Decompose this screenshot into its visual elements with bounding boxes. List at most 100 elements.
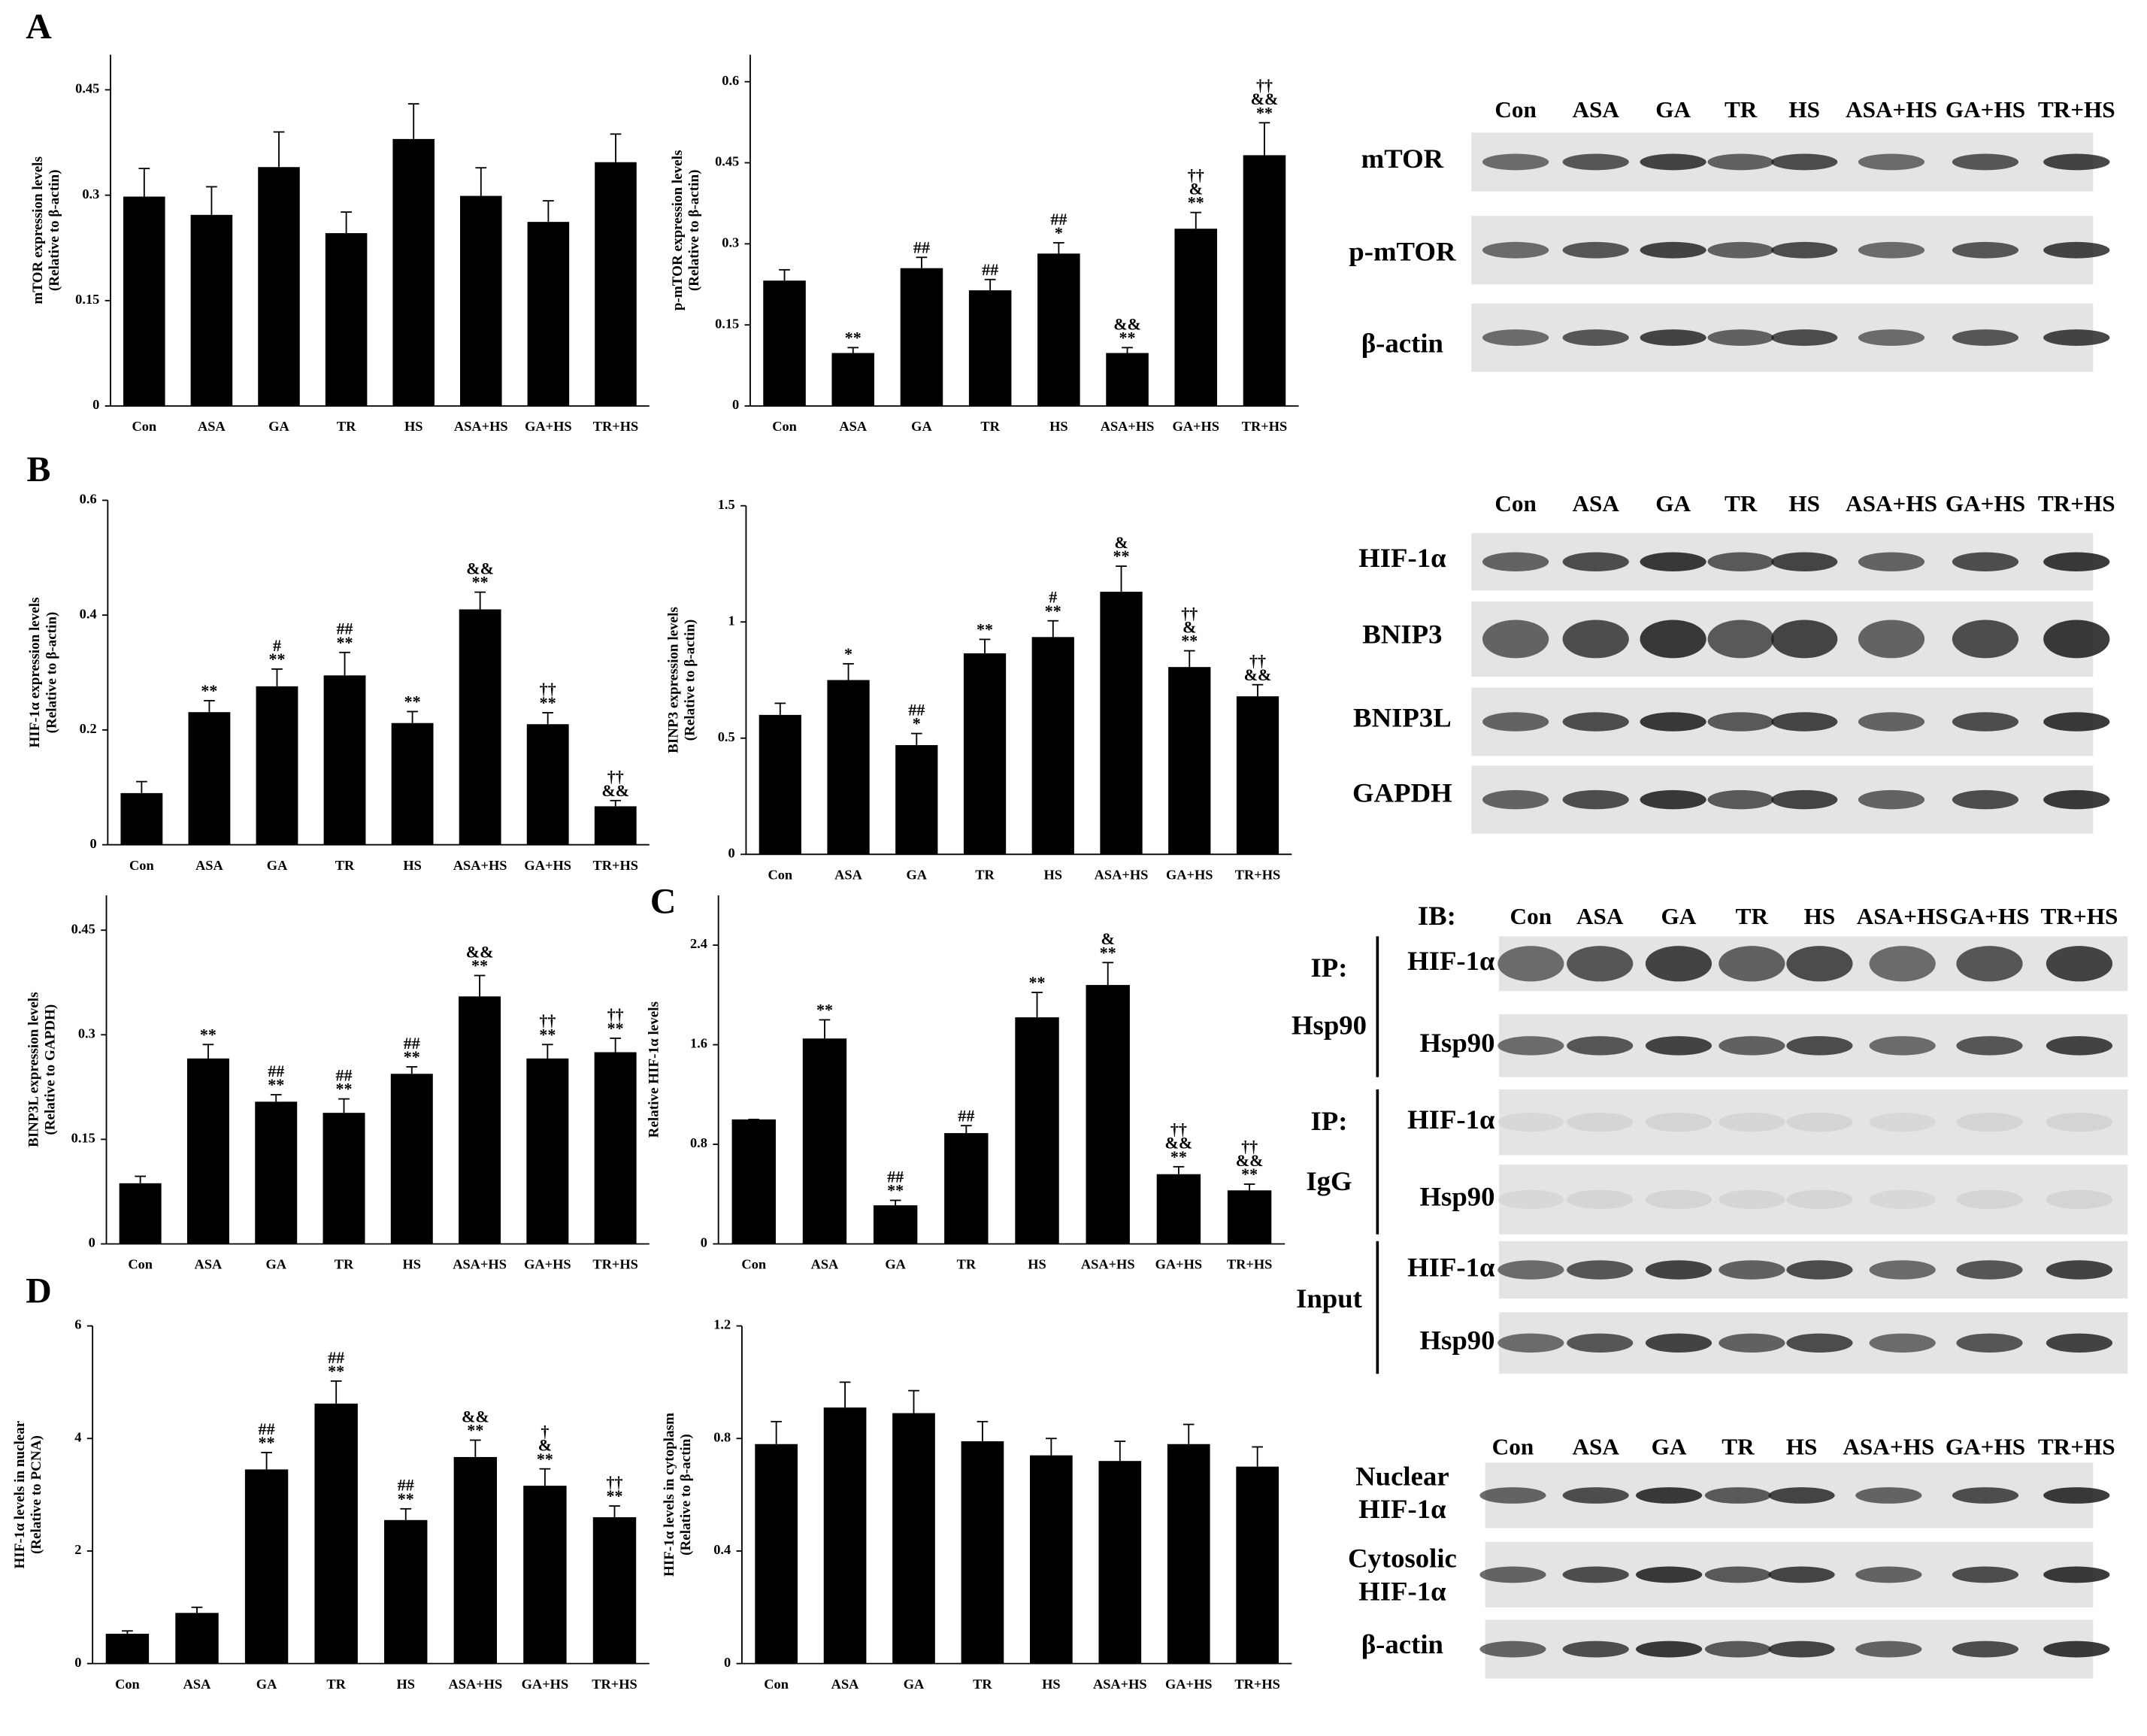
blot-band	[2046, 1112, 2113, 1132]
significance-mark: &&	[601, 781, 629, 800]
panel-label: A	[26, 8, 52, 47]
bar	[1243, 155, 1286, 406]
y-tick-label: 1.2	[713, 1317, 731, 1332]
x-tick-label: ASA+HS	[453, 858, 507, 873]
bar	[1030, 1455, 1073, 1664]
blot-band	[1786, 1333, 1853, 1353]
x-tick-label: TR+HS	[593, 419, 638, 434]
y-tick-label: 1	[728, 613, 735, 628]
significance-mark: **	[467, 1421, 483, 1440]
blot-band	[1858, 329, 1925, 346]
y-axis-label: (Relative to β-actin)	[47, 170, 62, 292]
blot-band	[1567, 1112, 1634, 1132]
lane-label: ASA	[1572, 96, 1619, 123]
x-tick-label: ASA+HS	[1101, 419, 1155, 434]
lane-label: GA	[1655, 490, 1691, 517]
blot-band	[1869, 1189, 1936, 1210]
lane-label: HS	[1788, 96, 1820, 123]
y-tick-label: 2.4	[690, 936, 707, 951]
x-tick-label: GA	[267, 858, 288, 873]
bar	[731, 1119, 776, 1244]
lane-label: TR+HS	[2038, 1433, 2115, 1459]
y-axis-label: (Relative to GAPDH)	[42, 1004, 58, 1135]
bar	[244, 1469, 289, 1664]
bar	[1031, 637, 1074, 855]
y-axis-label: HIF-1α levels in cytoplasm	[662, 1413, 677, 1577]
blot-band	[1768, 1641, 1835, 1658]
y-tick-label: 1.5	[718, 497, 735, 512]
blot-band	[1562, 552, 1629, 571]
significance-mark: ††	[1170, 1120, 1187, 1139]
x-tick-label: TR+HS	[1234, 1677, 1279, 1692]
x-tick-label: ASA+HS	[1093, 1677, 1147, 1692]
blot-band	[1482, 153, 1549, 171]
bar	[186, 1058, 229, 1244]
row-label: HIF-1α	[1407, 945, 1495, 976]
row-label: Nuclear	[1355, 1461, 1449, 1492]
x-tick-label: TR+HS	[1242, 419, 1287, 434]
significance-mark: **	[539, 1025, 556, 1044]
blot-band	[1956, 1260, 2023, 1280]
x-tick-label: HS	[404, 419, 423, 434]
blot-band	[1482, 712, 1549, 732]
blot-band	[2043, 153, 2110, 171]
blot-band	[1640, 789, 1706, 810]
y-tick-label: 0.15	[75, 292, 99, 307]
bar	[460, 195, 502, 406]
x-tick-label: ASA	[811, 1257, 840, 1272]
significance-mark: ††	[540, 680, 556, 698]
significance-mark: ##	[328, 1348, 344, 1367]
x-tick-label: Con	[128, 1257, 153, 1272]
blot-band	[2043, 789, 2110, 810]
lane-label: TR	[1736, 903, 1769, 929]
y-tick-label: 0.3	[78, 1026, 95, 1041]
bar	[802, 1038, 847, 1244]
y-tick-label: 0.15	[71, 1131, 95, 1146]
significance-mark: **	[471, 956, 488, 975]
bar	[459, 996, 501, 1244]
x-tick-label: ASA	[195, 858, 224, 873]
bar	[105, 1633, 150, 1664]
row-label: Cytosolic	[1348, 1543, 1457, 1574]
significance-mark: **	[268, 650, 285, 668]
x-tick-label: ASA+HS	[453, 1257, 507, 1272]
lane-label: Con	[1494, 96, 1537, 123]
panel-label: B	[27, 450, 51, 489]
significance-mark: **	[540, 693, 556, 712]
significance-mark: ##	[913, 238, 930, 256]
significance-mark: &&	[466, 943, 494, 962]
blot-band	[1858, 552, 1925, 571]
row-label: HIF-1α	[1407, 1252, 1495, 1283]
y-tick-label: 0.5	[718, 729, 735, 744]
blot-band	[2046, 1260, 2113, 1280]
x-tick-label: TR+HS	[592, 1677, 637, 1692]
y-tick-label: 6	[74, 1317, 81, 1332]
bar	[325, 233, 368, 406]
significance-mark: ††	[606, 1473, 622, 1492]
significance-mark: ##	[982, 260, 998, 279]
blot-band	[1497, 1260, 1564, 1280]
blot-band	[1869, 946, 1936, 982]
significance-mark: **	[1181, 632, 1198, 650]
x-tick-label: HS	[1042, 1677, 1061, 1692]
blot-band	[1719, 1189, 1785, 1210]
blot-band	[1952, 552, 2019, 571]
x-tick-label: GA+HS	[1165, 1677, 1213, 1692]
significance-mark: **	[268, 1075, 284, 1094]
y-axis-label: BINP3 expression levels	[665, 607, 681, 753]
blot-band	[1645, 946, 1712, 982]
blot-band	[1640, 153, 1706, 171]
significance-mark: &&	[1236, 1151, 1264, 1170]
significance-mark: **	[337, 633, 353, 652]
blot-band	[1952, 1487, 2019, 1504]
significance-mark: **	[1029, 973, 1046, 992]
bar	[968, 290, 1012, 406]
blot-band	[1952, 241, 2019, 259]
row-label: β-actin	[1361, 328, 1443, 359]
bar	[120, 792, 163, 845]
blot-band	[1786, 1112, 1853, 1132]
bar	[763, 280, 806, 406]
blot-band	[2043, 1487, 2110, 1504]
